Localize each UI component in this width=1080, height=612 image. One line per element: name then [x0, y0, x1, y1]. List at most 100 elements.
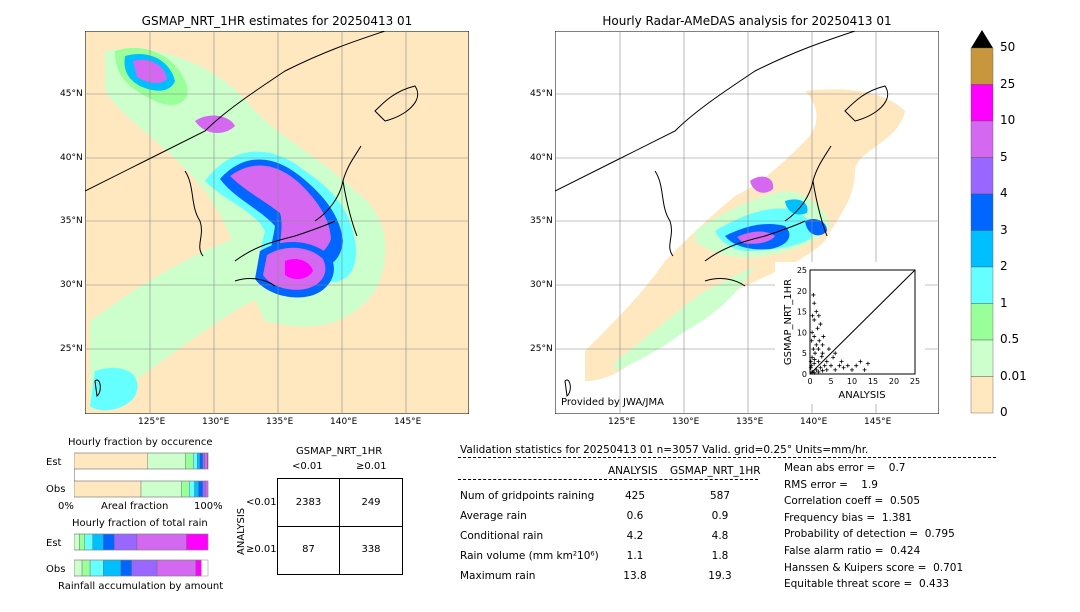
scatter-point — [816, 347, 821, 352]
validation-row-gsmap: 0.9 — [711, 510, 729, 522]
scatter-point — [839, 359, 844, 364]
scatter-point — [810, 313, 815, 318]
contingency-table: 2383 249 87 338 — [277, 478, 403, 575]
fraction-segment — [74, 452, 148, 470]
colorbar-box — [970, 157, 994, 195]
left-lat-25: 25°N — [60, 344, 83, 354]
validation-row-gsmap: 4.8 — [711, 530, 729, 542]
validation-score: Probability of detection = 0.795 — [784, 528, 955, 541]
scatter-ytick: 10 — [797, 328, 807, 337]
occ-obs-label: Obs — [46, 484, 66, 495]
validation-score: Equitable threat score = 0.433 — [784, 578, 950, 591]
colorbar-label: 3 — [1000, 222, 1008, 237]
fraction-segment — [186, 533, 209, 551]
fraction-bar-frame — [74, 452, 209, 470]
colorbar-label: 5 — [1000, 149, 1008, 164]
fraction-segment — [198, 480, 203, 498]
validation-row-gsmap: 1.8 — [711, 550, 729, 562]
occ-est-label: Est — [46, 457, 62, 468]
total-bars — [74, 533, 209, 577]
col-gsmap: GSMAP_NRT_1HR — [670, 465, 761, 477]
colorbar — [970, 30, 994, 414]
scatter-ylabel: GSMAP_NRT_1HR — [783, 279, 794, 365]
scatter-point — [809, 338, 814, 343]
left-lat-35: 35°N — [60, 216, 83, 226]
validation-score: Mean abs error = 0.7 — [784, 462, 906, 474]
right-lat-35: 35°N — [530, 216, 553, 226]
scatter-point — [815, 326, 820, 331]
scatter-point — [858, 359, 863, 364]
map-credit: Provided by JWA/JMA — [561, 397, 664, 408]
scatter-point — [814, 309, 819, 314]
fraction-segment — [136, 533, 187, 551]
scatter-xtick: 25 — [910, 377, 920, 386]
left-lon-135: 135°E — [266, 417, 294, 427]
fraction-segment — [103, 533, 115, 551]
scatter-xtick: 5 — [828, 377, 833, 386]
colorbar-label: 25 — [1000, 76, 1016, 91]
cell-hit-lt-lt: 2383 — [295, 497, 322, 508]
scatter-point — [822, 363, 827, 368]
scatter-point — [812, 317, 817, 322]
occurrence-title: Hourly fraction by occurence — [68, 437, 213, 448]
fraction-segment — [74, 559, 83, 577]
scatter-point — [820, 351, 825, 356]
validation-score: RMS error = 1.9 — [784, 478, 878, 491]
scatter-point — [809, 363, 814, 368]
scatter-point — [850, 367, 854, 372]
axis-right-label: 100% — [194, 501, 223, 512]
scatter-point — [837, 363, 842, 368]
colorbar-box — [970, 376, 994, 414]
scatter-point — [820, 368, 825, 373]
scatter-point — [808, 365, 813, 370]
fraction-segment — [120, 559, 132, 577]
contingency-row-ge: ≥0.01 — [246, 544, 277, 555]
scatter-inset: 00 5 5 10 10 15 15 20 20 25 25 ANALYSIS GSMAP_NRT_… — [775, 262, 925, 404]
fraction-segment — [199, 452, 203, 470]
left-map-title: GSMAP_NRT_1HR estimates for 20250413 01 — [141, 14, 413, 28]
validation-row-gsmap: 587 — [709, 490, 731, 502]
validation-row-label: Rain volume (mm km²10⁶) — [460, 550, 599, 562]
validation-row-analysis: 13.8 — [623, 570, 647, 582]
fraction-segment — [205, 480, 209, 498]
fraction-segment — [193, 452, 198, 470]
contingency-col-ge: ≥0.01 — [356, 461, 387, 472]
fraction-segment — [74, 480, 142, 498]
fraction-bar-frame — [74, 533, 209, 551]
scatter-point — [841, 365, 846, 370]
colorbar-box — [970, 339, 994, 377]
scatter-point — [833, 367, 838, 372]
colorbar-label: 50 — [1000, 40, 1016, 54]
scatter-ytick: 0 — [802, 370, 807, 379]
right-map — [555, 31, 939, 414]
colorbar-box — [970, 120, 994, 158]
validation-header: Validation statistics for 20250413 01 n=… — [460, 444, 869, 456]
right-lat-25: 25°N — [530, 344, 553, 354]
right-lat-40: 40°N — [530, 153, 553, 163]
fraction-segment — [202, 480, 206, 498]
colorbar-box — [970, 47, 994, 85]
scatter-points — [808, 292, 870, 375]
scatter-point — [817, 338, 822, 343]
scatter-point — [811, 347, 816, 352]
right-lon-145: 145°E — [864, 417, 892, 427]
tot-obs-label: Obs — [46, 564, 66, 575]
validation-divider — [458, 457, 996, 458]
axis-left-label: 0% — [58, 501, 74, 512]
scatter-ytick: 5 — [802, 349, 807, 358]
tot-est-label: Est — [46, 538, 62, 549]
scatter-point — [814, 367, 819, 372]
scatter-ytick: 20 — [797, 287, 807, 296]
scatter-point — [865, 361, 870, 366]
right-lon-130: 130°E — [672, 417, 700, 427]
left-lon-145: 145°E — [394, 417, 422, 427]
scatter-xtick: 15 — [868, 377, 878, 386]
colorbar-box — [970, 266, 994, 304]
fraction-segment — [197, 452, 201, 470]
right-lat-30: 30°N — [530, 280, 553, 290]
validation-row-analysis: 0.6 — [626, 510, 644, 522]
validation-score: Correlation coeff = 0.505 — [784, 495, 920, 508]
cell-ge-lt: 87 — [302, 544, 315, 555]
validation-score: Hanssen & Kuipers score = 0.701 — [784, 561, 964, 574]
scatter-point — [862, 367, 867, 372]
